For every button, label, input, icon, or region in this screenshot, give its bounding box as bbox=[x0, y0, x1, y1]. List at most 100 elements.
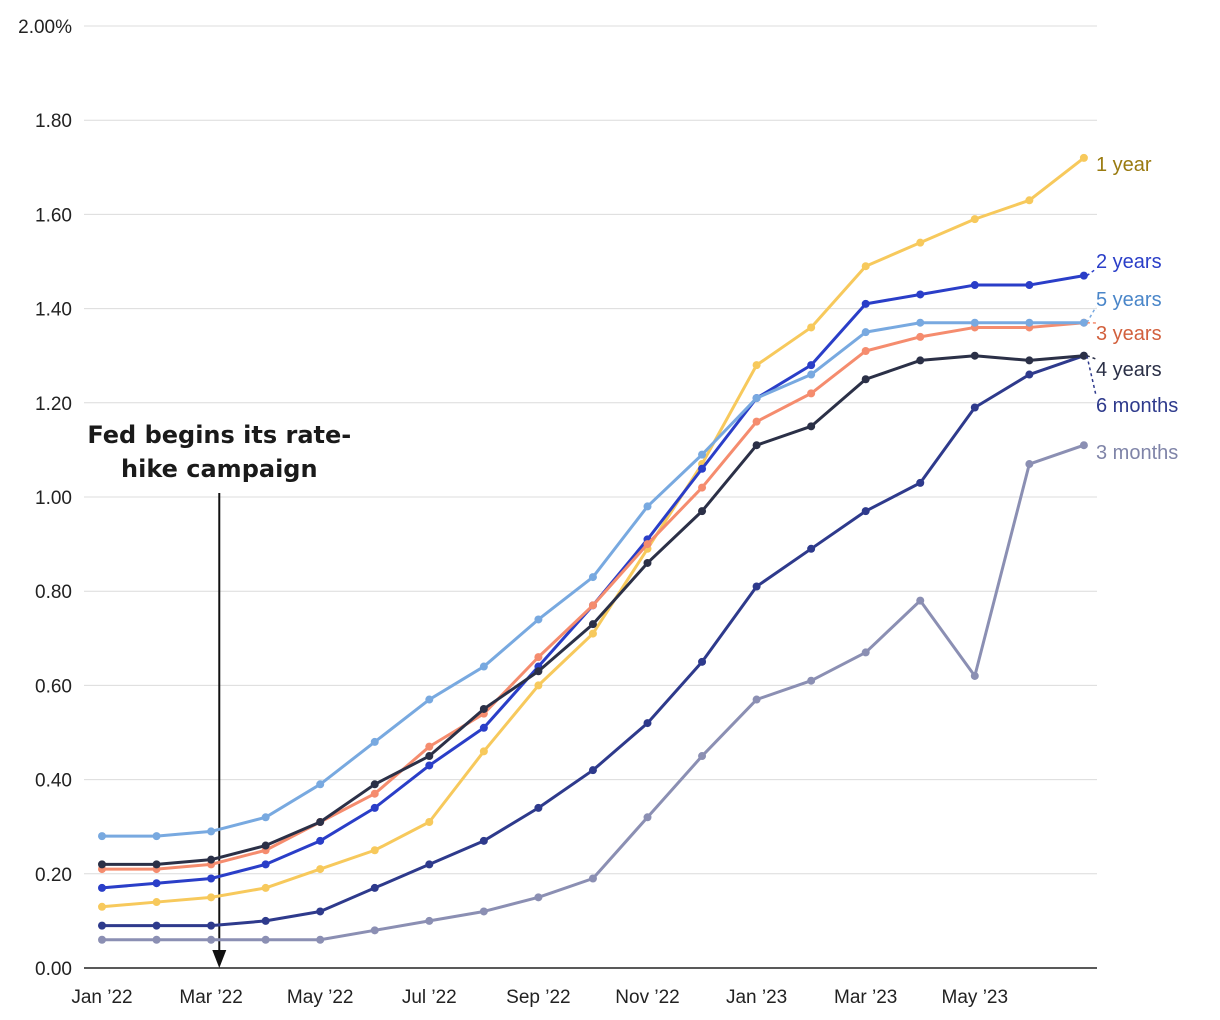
data-point bbox=[207, 935, 216, 944]
x-tick-label: May ’23 bbox=[942, 987, 1009, 1008]
series-label: 1 year bbox=[1096, 154, 1152, 176]
data-point bbox=[534, 667, 543, 676]
data-point bbox=[261, 860, 270, 869]
y-tick-label: 1.80 bbox=[35, 111, 72, 132]
series-labels: 3 months 6 months 1 year 2 years 3 years 5 ye… bbox=[1086, 154, 1178, 464]
data-point bbox=[479, 747, 488, 756]
data-point bbox=[152, 921, 161, 930]
label-leader-line bbox=[1086, 268, 1097, 277]
data-point bbox=[807, 389, 816, 398]
data-point bbox=[98, 902, 106, 911]
annotation-text-line-1: Fed begins its rate- bbox=[87, 421, 351, 449]
data-point bbox=[861, 375, 870, 384]
data-point bbox=[1025, 196, 1034, 205]
data-point bbox=[425, 860, 434, 869]
data-point bbox=[1079, 318, 1088, 327]
series-label: 4 years bbox=[1096, 359, 1162, 381]
data-point bbox=[752, 582, 761, 591]
data-point bbox=[588, 874, 597, 883]
data-point bbox=[916, 356, 925, 365]
data-point bbox=[1079, 441, 1088, 450]
data-point bbox=[98, 921, 106, 930]
data-point bbox=[316, 935, 325, 944]
data-point bbox=[643, 813, 652, 822]
label-leader-line bbox=[1086, 354, 1097, 360]
data-point bbox=[152, 860, 161, 869]
data-point bbox=[261, 883, 270, 892]
series-3-months bbox=[98, 441, 1088, 944]
data-point bbox=[807, 544, 816, 553]
data-point bbox=[588, 573, 597, 582]
data-point bbox=[479, 662, 488, 671]
series-1-year bbox=[98, 153, 1088, 911]
data-point bbox=[152, 879, 161, 888]
data-point bbox=[534, 681, 543, 690]
data-point bbox=[207, 827, 216, 836]
data-point bbox=[588, 620, 597, 629]
data-point bbox=[698, 483, 707, 492]
data-point bbox=[752, 441, 761, 450]
data-point bbox=[261, 935, 270, 944]
data-point bbox=[152, 935, 161, 944]
x-tick-label: Jan ’22 bbox=[71, 987, 132, 1008]
data-point bbox=[970, 215, 979, 224]
data-point bbox=[98, 832, 106, 841]
data-point bbox=[261, 841, 270, 850]
data-point bbox=[588, 629, 597, 638]
data-point bbox=[643, 719, 652, 728]
data-point bbox=[1079, 271, 1088, 280]
series-5-years bbox=[98, 318, 1088, 841]
series-line bbox=[100, 321, 1086, 871]
data-point bbox=[425, 761, 434, 770]
data-point bbox=[970, 281, 979, 290]
data-point bbox=[916, 478, 925, 487]
data-point bbox=[643, 502, 652, 511]
data-point bbox=[807, 323, 816, 332]
series-layer bbox=[98, 153, 1088, 944]
data-point bbox=[370, 789, 379, 798]
x-axis: Jan ’22 Mar ’22 May ’22 Jul ’22 Sep ’22 Nov ’… bbox=[71, 987, 1008, 1008]
data-point bbox=[98, 860, 106, 869]
data-point bbox=[316, 907, 325, 916]
data-point bbox=[261, 916, 270, 925]
data-point bbox=[534, 653, 543, 662]
data-point bbox=[479, 704, 488, 713]
y-axis: 0.00 0.20 0.40 0.60 0.80 1.00 1.20 1.40 1.60 1.80… bbox=[18, 17, 72, 980]
data-point bbox=[970, 671, 979, 680]
x-tick-label: Mar ’22 bbox=[179, 987, 242, 1008]
data-point bbox=[534, 803, 543, 812]
data-point bbox=[98, 935, 106, 944]
series-line bbox=[100, 274, 1086, 890]
x-tick-label: Nov ’22 bbox=[615, 987, 679, 1008]
data-point bbox=[916, 290, 925, 299]
data-point bbox=[807, 370, 816, 379]
data-point bbox=[316, 780, 325, 789]
data-point bbox=[1025, 281, 1034, 290]
series-line bbox=[100, 156, 1086, 909]
data-point bbox=[207, 893, 216, 902]
data-point bbox=[807, 676, 816, 685]
data-point bbox=[698, 464, 707, 473]
series-3-years bbox=[98, 318, 1088, 874]
data-point bbox=[861, 346, 870, 355]
data-point bbox=[261, 813, 270, 822]
annotation: Fed begins its rate- hike campaign bbox=[87, 421, 351, 968]
data-point bbox=[752, 394, 761, 403]
label-leader-line bbox=[1086, 306, 1097, 324]
data-point bbox=[207, 855, 216, 864]
data-point bbox=[588, 766, 597, 775]
y-tick-label: 0.80 bbox=[35, 582, 72, 603]
data-point bbox=[479, 836, 488, 845]
data-point bbox=[425, 752, 434, 761]
y-tick-label: 2.00% bbox=[18, 17, 72, 38]
data-point bbox=[370, 737, 379, 746]
data-point bbox=[861, 262, 870, 271]
y-tick-label: 1.60 bbox=[35, 205, 72, 226]
data-point bbox=[425, 742, 434, 751]
data-point bbox=[1025, 356, 1034, 365]
data-point bbox=[1025, 370, 1034, 379]
y-tick-label: 1.00 bbox=[35, 488, 72, 509]
data-point bbox=[1025, 318, 1034, 327]
data-point bbox=[370, 926, 379, 935]
